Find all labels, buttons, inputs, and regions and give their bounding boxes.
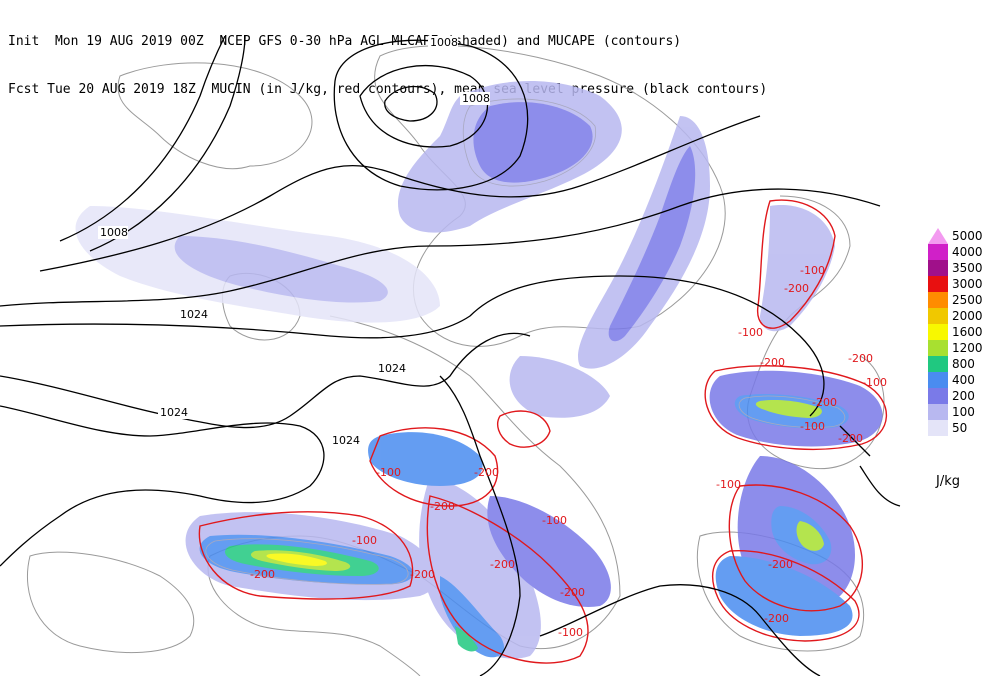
- legend-label: 50: [952, 421, 968, 435]
- mslp-contours: [0, 36, 901, 676]
- cin-label: -200: [760, 356, 785, 369]
- legend-swatch: [928, 324, 948, 340]
- legend-swatch: [928, 388, 948, 404]
- cin-label: -200: [784, 282, 809, 295]
- legend-label: 2000: [952, 309, 983, 323]
- legend-entry: 2000: [928, 308, 998, 324]
- legend-swatch: [928, 420, 948, 436]
- legend-swatch: [928, 340, 948, 356]
- legend-entry: 2500: [928, 292, 998, 308]
- legend-label: 1600: [952, 325, 983, 339]
- cin-label: -200: [848, 352, 873, 365]
- cin-label: -200: [430, 500, 455, 513]
- legend-entry: 3000: [928, 276, 998, 292]
- cin-label: -100: [800, 420, 825, 433]
- legend-label: 3500: [952, 261, 983, 275]
- legend-swatch: [928, 372, 948, 388]
- legend-entry: 5000: [928, 228, 998, 244]
- mucape-contours: [205, 98, 846, 585]
- legend-swatch: [928, 244, 948, 260]
- title-line-1: Init Mon 19 AUG 2019 00Z NCEP GFS 0-30 h…: [8, 34, 682, 49]
- isobar-label: 1024: [180, 308, 208, 321]
- cin-label: -100: [542, 514, 567, 527]
- cin-label: -100: [862, 376, 887, 389]
- cape-shading: [75, 81, 883, 659]
- mucin-contours: [198, 199, 888, 664]
- chart-title: Init Mon 19 AUG 2019 00Z NCEP GFS 0-30 h…: [8, 2, 767, 114]
- legend-entry: 1200: [928, 340, 998, 356]
- cin-label: -100: [558, 626, 583, 639]
- legend-entry: 100: [928, 404, 998, 420]
- legend-entry: 3500: [928, 260, 998, 276]
- legend-entry: 4000: [928, 244, 998, 260]
- cin-labels: -100 -200 -100 -200 -200 -100 -100 -200 …: [250, 264, 887, 639]
- pressure-labels: 1008 1008 1008 1024 1024 1024 1024: [98, 36, 490, 447]
- legend-entry: 50: [928, 420, 998, 436]
- cin-label: -200: [250, 568, 275, 581]
- legend-entry: 800: [928, 356, 998, 372]
- isobar-label: 1008: [430, 36, 458, 49]
- legend-swatch: [928, 308, 948, 324]
- cin-label: -200: [838, 432, 863, 445]
- legend-label: 3000: [952, 277, 983, 291]
- legend-units: J/kg: [936, 474, 960, 489]
- cin-label: -100: [376, 466, 401, 479]
- legend-label: 400: [952, 373, 975, 387]
- legend-entry: 200: [928, 388, 998, 404]
- cin-label: -200: [490, 558, 515, 571]
- cin-label: -200: [812, 396, 837, 409]
- cin-label: -200: [474, 466, 499, 479]
- legend-swatch: [928, 292, 948, 308]
- legend-label: 100: [952, 405, 975, 419]
- weather-map: 1008 1008 1008 1024 1024 1024 1024 -100 …: [0, 36, 901, 676]
- legend-label: 800: [952, 357, 975, 371]
- legend-label: 5000: [952, 229, 983, 243]
- isobar-label: 1024: [332, 434, 360, 447]
- cin-label: -100: [716, 478, 741, 491]
- cin-label: -100: [352, 534, 377, 547]
- legend-swatch: [928, 260, 948, 276]
- legend-swatch: [928, 404, 948, 420]
- isobar-label: 1024: [160, 406, 188, 419]
- isobar-label: 1008: [462, 92, 490, 105]
- cin-label: -100: [738, 326, 763, 339]
- legend-label: 2500: [952, 293, 983, 307]
- legend-entry: 1600: [928, 324, 998, 340]
- legend-swatch: [928, 356, 948, 372]
- cin-label: -100: [800, 264, 825, 277]
- legend-swatch: [928, 276, 948, 292]
- cin-label: -200: [764, 612, 789, 625]
- legend-swatch: [928, 228, 948, 244]
- cin-label: -200: [410, 568, 435, 581]
- isobar-label: 1008: [100, 226, 128, 239]
- legend-entry: 400: [928, 372, 998, 388]
- cin-label: -200: [768, 558, 793, 571]
- cin-label: -200: [560, 586, 585, 599]
- legend-label: 1200: [952, 341, 983, 355]
- legend-label: 4000: [952, 245, 983, 259]
- isobar-label: 1024: [378, 362, 406, 375]
- legend-label: 200: [952, 389, 975, 403]
